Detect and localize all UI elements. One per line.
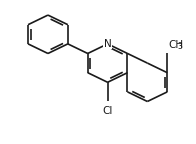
Text: Cl: Cl	[103, 106, 113, 116]
Text: N: N	[104, 39, 112, 49]
Text: 3: 3	[178, 42, 182, 51]
Text: CH: CH	[169, 40, 184, 50]
